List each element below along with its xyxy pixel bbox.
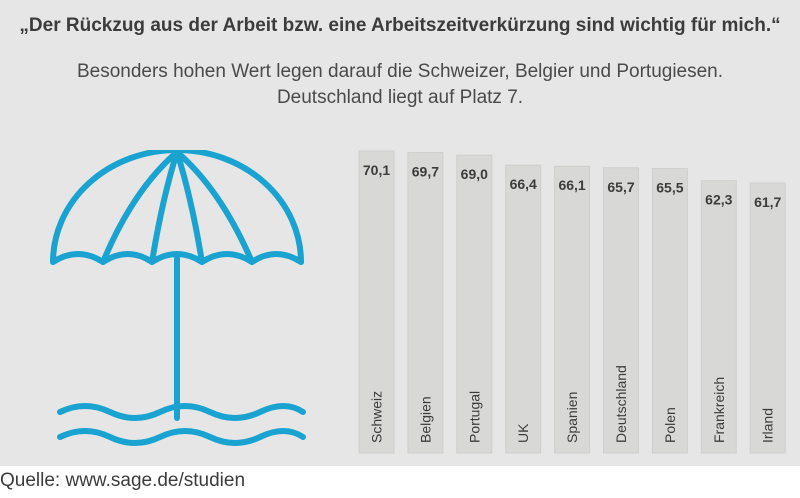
value-label-schweiz: 70,1 <box>363 162 390 178</box>
value-label-irland: 61,7 <box>754 194 781 210</box>
bar-uk <box>505 164 542 454</box>
value-label-deutschland: 65,7 <box>607 179 634 195</box>
value-label-uk: 66,4 <box>510 176 537 192</box>
chart-background: „Der Rückzug aus der Arbeit bzw. eine Ar… <box>0 0 800 466</box>
subtitle-line-1: Besonders hohen Wert legen darauf die Sc… <box>76 61 724 82</box>
subtitle-line-2: Deutschland liegt auf Platz 7. <box>276 87 524 108</box>
category-label-polen: Polen <box>662 407 678 443</box>
bar-frankreich <box>700 180 737 454</box>
bar-polen <box>651 168 688 454</box>
category-label-schweiz: Schweiz <box>369 391 385 443</box>
bar-belgien <box>407 152 444 454</box>
bar-schweiz <box>358 150 395 454</box>
category-label-irland: Irland <box>760 408 776 443</box>
chart-title: „Der Rückzug aus der Arbeit bzw. eine Ar… <box>19 15 781 36</box>
category-label-belgien: Belgien <box>417 396 433 443</box>
value-label-portugal: 69,0 <box>461 166 488 182</box>
category-label-frankreich: Frankreich <box>711 377 727 443</box>
chart-subtitle: Besonders hohen Wert legen darauf die Sc… <box>0 59 800 111</box>
bar-deutschland <box>603 167 639 454</box>
category-label-uk: UK <box>515 423 531 443</box>
bar-irland <box>749 182 786 454</box>
value-label-spanien: 66,1 <box>558 177 585 193</box>
value-label-belgien: 69,7 <box>412 164 439 180</box>
category-label-spanien: Spanien <box>564 392 580 443</box>
bar-chart: 70,1 Schweiz 69,7 Belgien 69,0 Portugal 66,4 UK… <box>358 150 786 454</box>
category-label-deutschland: Deutschland <box>613 365 629 443</box>
category-label-portugal: Portugal <box>466 391 482 443</box>
value-label-polen: 65,5 <box>656 180 683 196</box>
source-note: Quelle: www.sage.de/studien <box>0 470 246 491</box>
value-label-frankreich: 62,3 <box>705 192 732 208</box>
bar-portugal <box>456 154 493 454</box>
beach-umbrella-icon <box>50 150 306 446</box>
bar-spanien <box>554 165 591 454</box>
